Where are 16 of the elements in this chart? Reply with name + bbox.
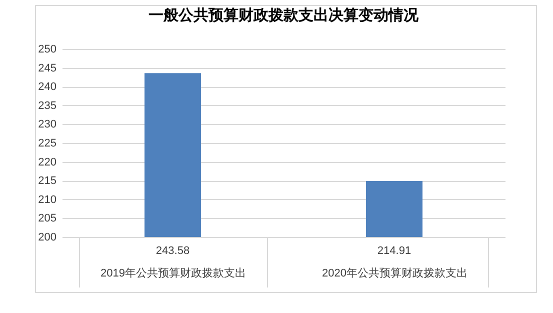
chart-title: 一般公共预算财政拨款支出决算变动情况 bbox=[148, 6, 420, 24]
y-tick-label: 225 bbox=[38, 138, 56, 150]
y-tick-label: 240 bbox=[38, 81, 56, 94]
x-tick-label: 2019年公共预算财政拨款支出 bbox=[100, 266, 246, 280]
y-tick-label: 220 bbox=[38, 156, 56, 168]
y-tick-label: 230 bbox=[38, 118, 56, 131]
data-label: 214.91 bbox=[377, 245, 412, 257]
y-tick-label: 205 bbox=[38, 212, 56, 225]
y-tick-label: 250 bbox=[38, 44, 56, 56]
y-tick-label: 200 bbox=[38, 232, 56, 244]
y-tick-label: 210 bbox=[38, 194, 56, 206]
y-tick-label: 235 bbox=[38, 100, 56, 112]
data-label: 243.58 bbox=[156, 245, 190, 257]
x-tick-label: 2020年公共预算财政拨款支出 bbox=[322, 266, 468, 280]
y-tick-label: 215 bbox=[38, 175, 56, 188]
y-tick-label: 245 bbox=[38, 62, 56, 74]
